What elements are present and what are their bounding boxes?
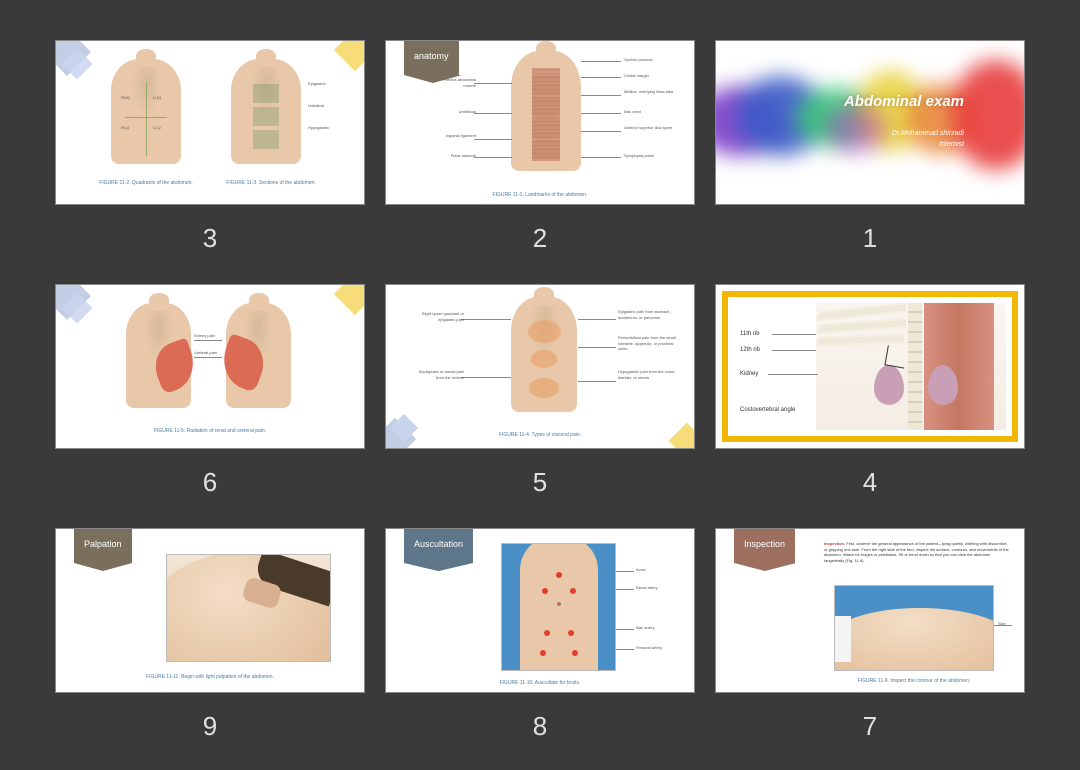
slide-thumb-4: 11th rib 12th rib Kidney Costovertebral … (715, 284, 1025, 449)
tag-label: Inspection (744, 539, 785, 549)
anatomy-figure (226, 303, 291, 408)
anatomy-figure (816, 303, 1006, 430)
section-tag: Auscultation (404, 529, 473, 563)
figure-caption: FIGURE 11-10. Auscultate for bruits. (386, 680, 694, 686)
label: LUQ (153, 95, 161, 101)
decor-corner (334, 40, 365, 71)
color-splash (715, 66, 1025, 166)
label: Umbilicus (436, 109, 476, 115)
label: Kidney pain (194, 333, 215, 339)
figure-caption: FIGURE 11-3. Sections of the abdomen. (216, 180, 326, 186)
figure-caption: FIGURE 11-1. Landmarks of the abdomen. (386, 192, 694, 198)
figure-caption: FIGURE 11-4. Types of visceral pain. (386, 432, 694, 438)
label: Rectus abdominis muscle (436, 77, 476, 88)
tag-label: anatomy (414, 51, 449, 61)
label: Anterior superior iliac spine (624, 125, 684, 131)
slide-grid: RUQ LUQ RLQ LLQ Epigastric Umbilical Hyp… (0, 0, 1080, 770)
section-tag: anatomy (404, 41, 459, 75)
anatomy-figure: RUQ LUQ RLQ LLQ (111, 59, 181, 164)
slide-number: 5 (533, 467, 547, 498)
slide-cell-7[interactable]: Inspection Inspection. First, observe th… (715, 528, 1025, 742)
slide-cell-9[interactable]: Palpation FIGURE 11-11. Begin with light… (55, 528, 365, 742)
slide-thumb-8: Auscultation Aorta Renal artery Il (385, 528, 695, 693)
label: RUQ (121, 95, 130, 101)
figure-caption: FIGURE 11-11. Begin with light palpation… (56, 674, 364, 680)
decor-corner (334, 284, 365, 315)
label: LLQ (153, 125, 161, 131)
figure-caption: FIGURE 11-5. Radiation of renal and uret… (56, 428, 364, 434)
slide-thumb-6: Kidney pain Ureteral pain FIGURE 11-5. R… (55, 284, 365, 449)
slide-cell-5[interactable]: Right upper quadrant or epigastric pain … (385, 284, 695, 498)
slide-title: Abdominal exam (844, 93, 964, 110)
label: Kidney (740, 371, 758, 377)
slide-thumb-7: Inspection Inspection. First, observe th… (715, 528, 1025, 693)
slide-number: 7 (863, 711, 877, 742)
anatomy-figure (511, 297, 577, 412)
label: 11th rib (740, 331, 760, 337)
slide-number: 2 (533, 223, 547, 254)
label: Costal margin (624, 73, 649, 79)
label: Periumbilical pain from the small intest… (618, 335, 683, 352)
slide-thumb-2: anatomy Xiphoid process Costal margin Mi… (385, 40, 695, 205)
anatomy-figure (126, 303, 191, 408)
slide-number: 6 (203, 467, 217, 498)
label: Pubic tubercle (436, 153, 476, 159)
label: Iliac artery (636, 625, 654, 631)
clinical-photo (834, 585, 994, 671)
frame: 11th rib 12th rib Kidney Costovertebral … (722, 291, 1018, 442)
clinical-photo (501, 543, 616, 671)
slide-cell-6[interactable]: Kidney pain Ureteral pain FIGURE 11-5. R… (55, 284, 365, 498)
label: Midline, overlying linea alba (624, 89, 684, 95)
label: Right upper quadrant or epigastric pain (414, 311, 464, 322)
label: Hypogastric pain from the colon, bladder… (618, 369, 683, 380)
slide-thumb-9: Palpation FIGURE 11-11. Begin with light… (55, 528, 365, 693)
slide-cell-2[interactable]: anatomy Xiphoid process Costal margin Mi… (385, 40, 695, 254)
label: 12th rib (740, 347, 760, 353)
section-tag: Palpation (74, 529, 132, 563)
label: Xiphoid process (624, 57, 652, 63)
label: Iliac crest (624, 109, 641, 115)
tag-label: Auscultation (414, 539, 463, 549)
label: Aorta (636, 567, 646, 573)
label: Inguinal ligament (436, 133, 476, 139)
label: Symphysis pubis (624, 153, 654, 159)
slide-author: Dr.Mohammad shirzadi Internist (892, 129, 964, 150)
figure-caption: FIGURE 11-9. Inspect the contour of the … (834, 678, 994, 684)
figure-caption: FIGURE 11-2. Quadrants of the abdomen. (91, 180, 201, 186)
clinical-photo (166, 554, 331, 662)
slide-number: 8 (533, 711, 547, 742)
anatomy-figure (231, 59, 301, 164)
slide-cell-8[interactable]: Auscultation Aorta Renal artery Il (385, 528, 695, 742)
label: Femoral artery (636, 645, 662, 651)
slide-thumb-1: Abdominal exam Dr.Mohammad shirzadi Inte… (715, 40, 1025, 205)
label: Hypogastric (308, 125, 329, 131)
body-text: Inspection. First, observe the general a… (824, 541, 1010, 563)
tag-label: Palpation (84, 539, 122, 549)
label: Suprapubic or sacral pain from the rectu… (414, 369, 464, 380)
slide-number: 1 (863, 223, 877, 254)
slide-cell-4[interactable]: 11th rib 12th rib Kidney Costovertebral … (715, 284, 1025, 498)
label: Epigastric pain from stomach, duodenum, … (618, 309, 683, 320)
label: Renal artery (636, 585, 658, 591)
slide-number: 9 (203, 711, 217, 742)
slide-number: 4 (863, 467, 877, 498)
slide-thumb-5: Right upper quadrant or epigastric pain … (385, 284, 695, 449)
slide-thumb-3: RUQ LUQ RLQ LLQ Epigastric Umbilical Hyp… (55, 40, 365, 205)
slide-cell-1[interactable]: Abdominal exam Dr.Mohammad shirzadi Inte… (715, 40, 1025, 254)
slide-cell-3[interactable]: RUQ LUQ RLQ LLQ Epigastric Umbilical Hyp… (55, 40, 365, 254)
label: Umbilical (308, 103, 324, 109)
slide-number: 3 (203, 223, 217, 254)
label: Epigastric (308, 81, 326, 87)
label: Costovertebral angle (740, 407, 810, 413)
section-tag: Inspection (734, 529, 795, 563)
label: Ureteral pain (194, 350, 217, 356)
label: RLQ (121, 125, 129, 131)
anatomy-figure (511, 51, 581, 171)
